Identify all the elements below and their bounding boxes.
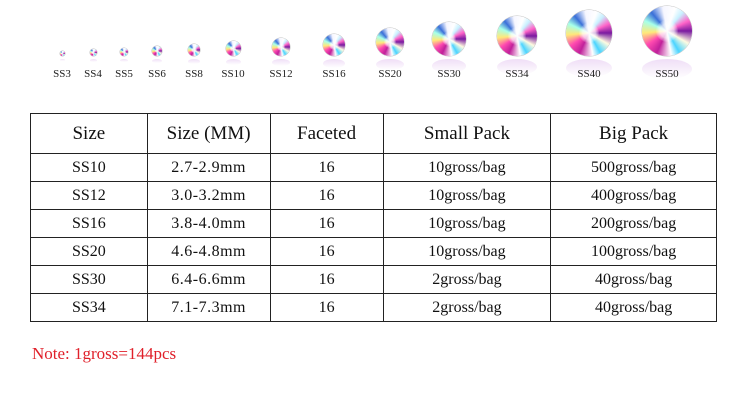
table-row: SS16 3.8-4.0mm 16 10gross/bag 200gross/b… [30, 209, 717, 238]
cell-faceted: 16 [269, 181, 384, 210]
cell-small-pack: 10gross/bag [382, 181, 552, 210]
cell-faceted: 16 [269, 209, 384, 238]
header-big-pack: Big Pack [550, 113, 717, 154]
rhinestone-reflection [272, 59, 290, 67]
table-row: SS12 3.0-3.2mm 16 10gross/bag 400gross/b… [30, 181, 717, 210]
rhinestone-reflection [642, 59, 692, 79]
cell-big-pack: 400gross/bag [550, 181, 717, 210]
rhinestone-icon [376, 28, 404, 56]
stone-size-label: SS12 [269, 68, 293, 80]
rhinestone-icon [188, 44, 200, 56]
rhinestone-icon [120, 48, 128, 56]
rhinestone-icon [89, 49, 97, 56]
cell-size-mm: 4.6-4.8mm [146, 237, 271, 266]
cell-faceted: 16 [269, 153, 384, 182]
cell-big-pack: 100gross/bag [550, 237, 717, 266]
rhinestone-reflection [188, 59, 200, 64]
rhinestone-reflection [566, 59, 612, 78]
cell-size: SS34 [30, 293, 148, 322]
stone-size-label: SS50 [655, 68, 679, 80]
cell-big-pack: 40gross/bag [550, 293, 717, 322]
rhinestone-reflection [89, 59, 97, 62]
header-size-mm: Size (MM) [146, 113, 271, 154]
rhinestone-icon [272, 38, 290, 56]
stone-size-label: SS5 [115, 68, 133, 80]
cell-faceted: 16 [269, 265, 384, 294]
stone-size-label: SS30 [437, 68, 461, 80]
rhinestone-icon [566, 10, 612, 56]
rhinestone-icon [225, 41, 241, 56]
rhinestone-icon [432, 22, 466, 56]
rhinestone-reflection [152, 59, 162, 63]
cell-small-pack: 2gross/bag [382, 293, 552, 322]
rhinestone-icon [497, 16, 537, 56]
cell-big-pack: 500gross/bag [550, 153, 717, 182]
cell-size: SS30 [30, 265, 148, 294]
stone-size-label: SS10 [221, 68, 245, 80]
cell-small-pack: 10gross/bag [382, 209, 552, 238]
rhinestone-reflection [225, 59, 241, 65]
rhinestone-reflection [376, 59, 404, 71]
cell-size-mm: 3.8-4.0mm [146, 209, 271, 238]
cell-big-pack: 40gross/bag [550, 265, 717, 294]
cell-size: SS16 [30, 209, 148, 238]
stone-size-label: SS40 [577, 68, 601, 80]
rhinestone-reflection [59, 59, 65, 61]
cell-faceted: 16 [269, 293, 384, 322]
rhinestone-reflection [432, 59, 466, 73]
table-row: SS30 6.4-6.6mm 16 2gross/bag 40gross/bag [30, 265, 717, 294]
stone-size-label: SS3 [53, 68, 71, 80]
cell-size: SS12 [30, 181, 148, 210]
rhinestone-icon [152, 46, 162, 56]
stone-size-label: SS6 [148, 68, 166, 80]
cell-size: SS20 [30, 237, 148, 266]
rhinestone-reflection [497, 59, 537, 75]
cell-size-mm: 2.7-2.9mm [146, 153, 271, 182]
table-row: SS34 7.1-7.3mm 16 2gross/bag 40gross/bag [30, 293, 717, 322]
cell-size-mm: 3.0-3.2mm [146, 181, 271, 210]
rhinestone-reflection [120, 59, 128, 63]
stone-size-label: SS20 [378, 68, 402, 80]
table-header-row: Size Size (MM) Faceted Small Pack Big Pa… [30, 113, 717, 154]
cell-small-pack: 10gross/bag [382, 153, 552, 182]
cell-faceted: 16 [269, 237, 384, 266]
cell-size: SS10 [30, 153, 148, 182]
table-row: SS20 4.6-4.8mm 16 10gross/bag 100gross/b… [30, 237, 717, 266]
cell-size-mm: 6.4-6.6mm [146, 265, 271, 294]
rhinestone-icon [323, 34, 345, 56]
stone-size-label: SS8 [185, 68, 203, 80]
rhinestone-reflection [323, 59, 345, 68]
note-text: Note: 1gross=144pcs [32, 344, 177, 363]
rhinestone-icon [59, 51, 65, 56]
stone-size-label: SS4 [84, 68, 102, 80]
cell-size-mm: 7.1-7.3mm [146, 293, 271, 322]
table-row: SS10 2.7-2.9mm 16 10gross/bag 500gross/b… [30, 153, 717, 182]
rhinestone-icon [642, 6, 692, 56]
cell-small-pack: 10gross/bag [382, 237, 552, 266]
cell-small-pack: 2gross/bag [382, 265, 552, 294]
stone-size-label: SS34 [505, 68, 529, 80]
stone-size-label: SS16 [322, 68, 346, 80]
header-faceted: Faceted [269, 113, 384, 154]
stone-size-strip: SS3 SS4 SS5 SS6 SS8 SS10 SS12 SS16 SS20 SS30 SS34 S… [0, 0, 750, 100]
header-size: Size [30, 113, 148, 154]
spec-table: Size Size (MM) Faceted Small Pack Big Pa… [30, 113, 717, 322]
header-small-pack: Small Pack [382, 113, 552, 154]
cell-big-pack: 200gross/bag [550, 209, 717, 238]
